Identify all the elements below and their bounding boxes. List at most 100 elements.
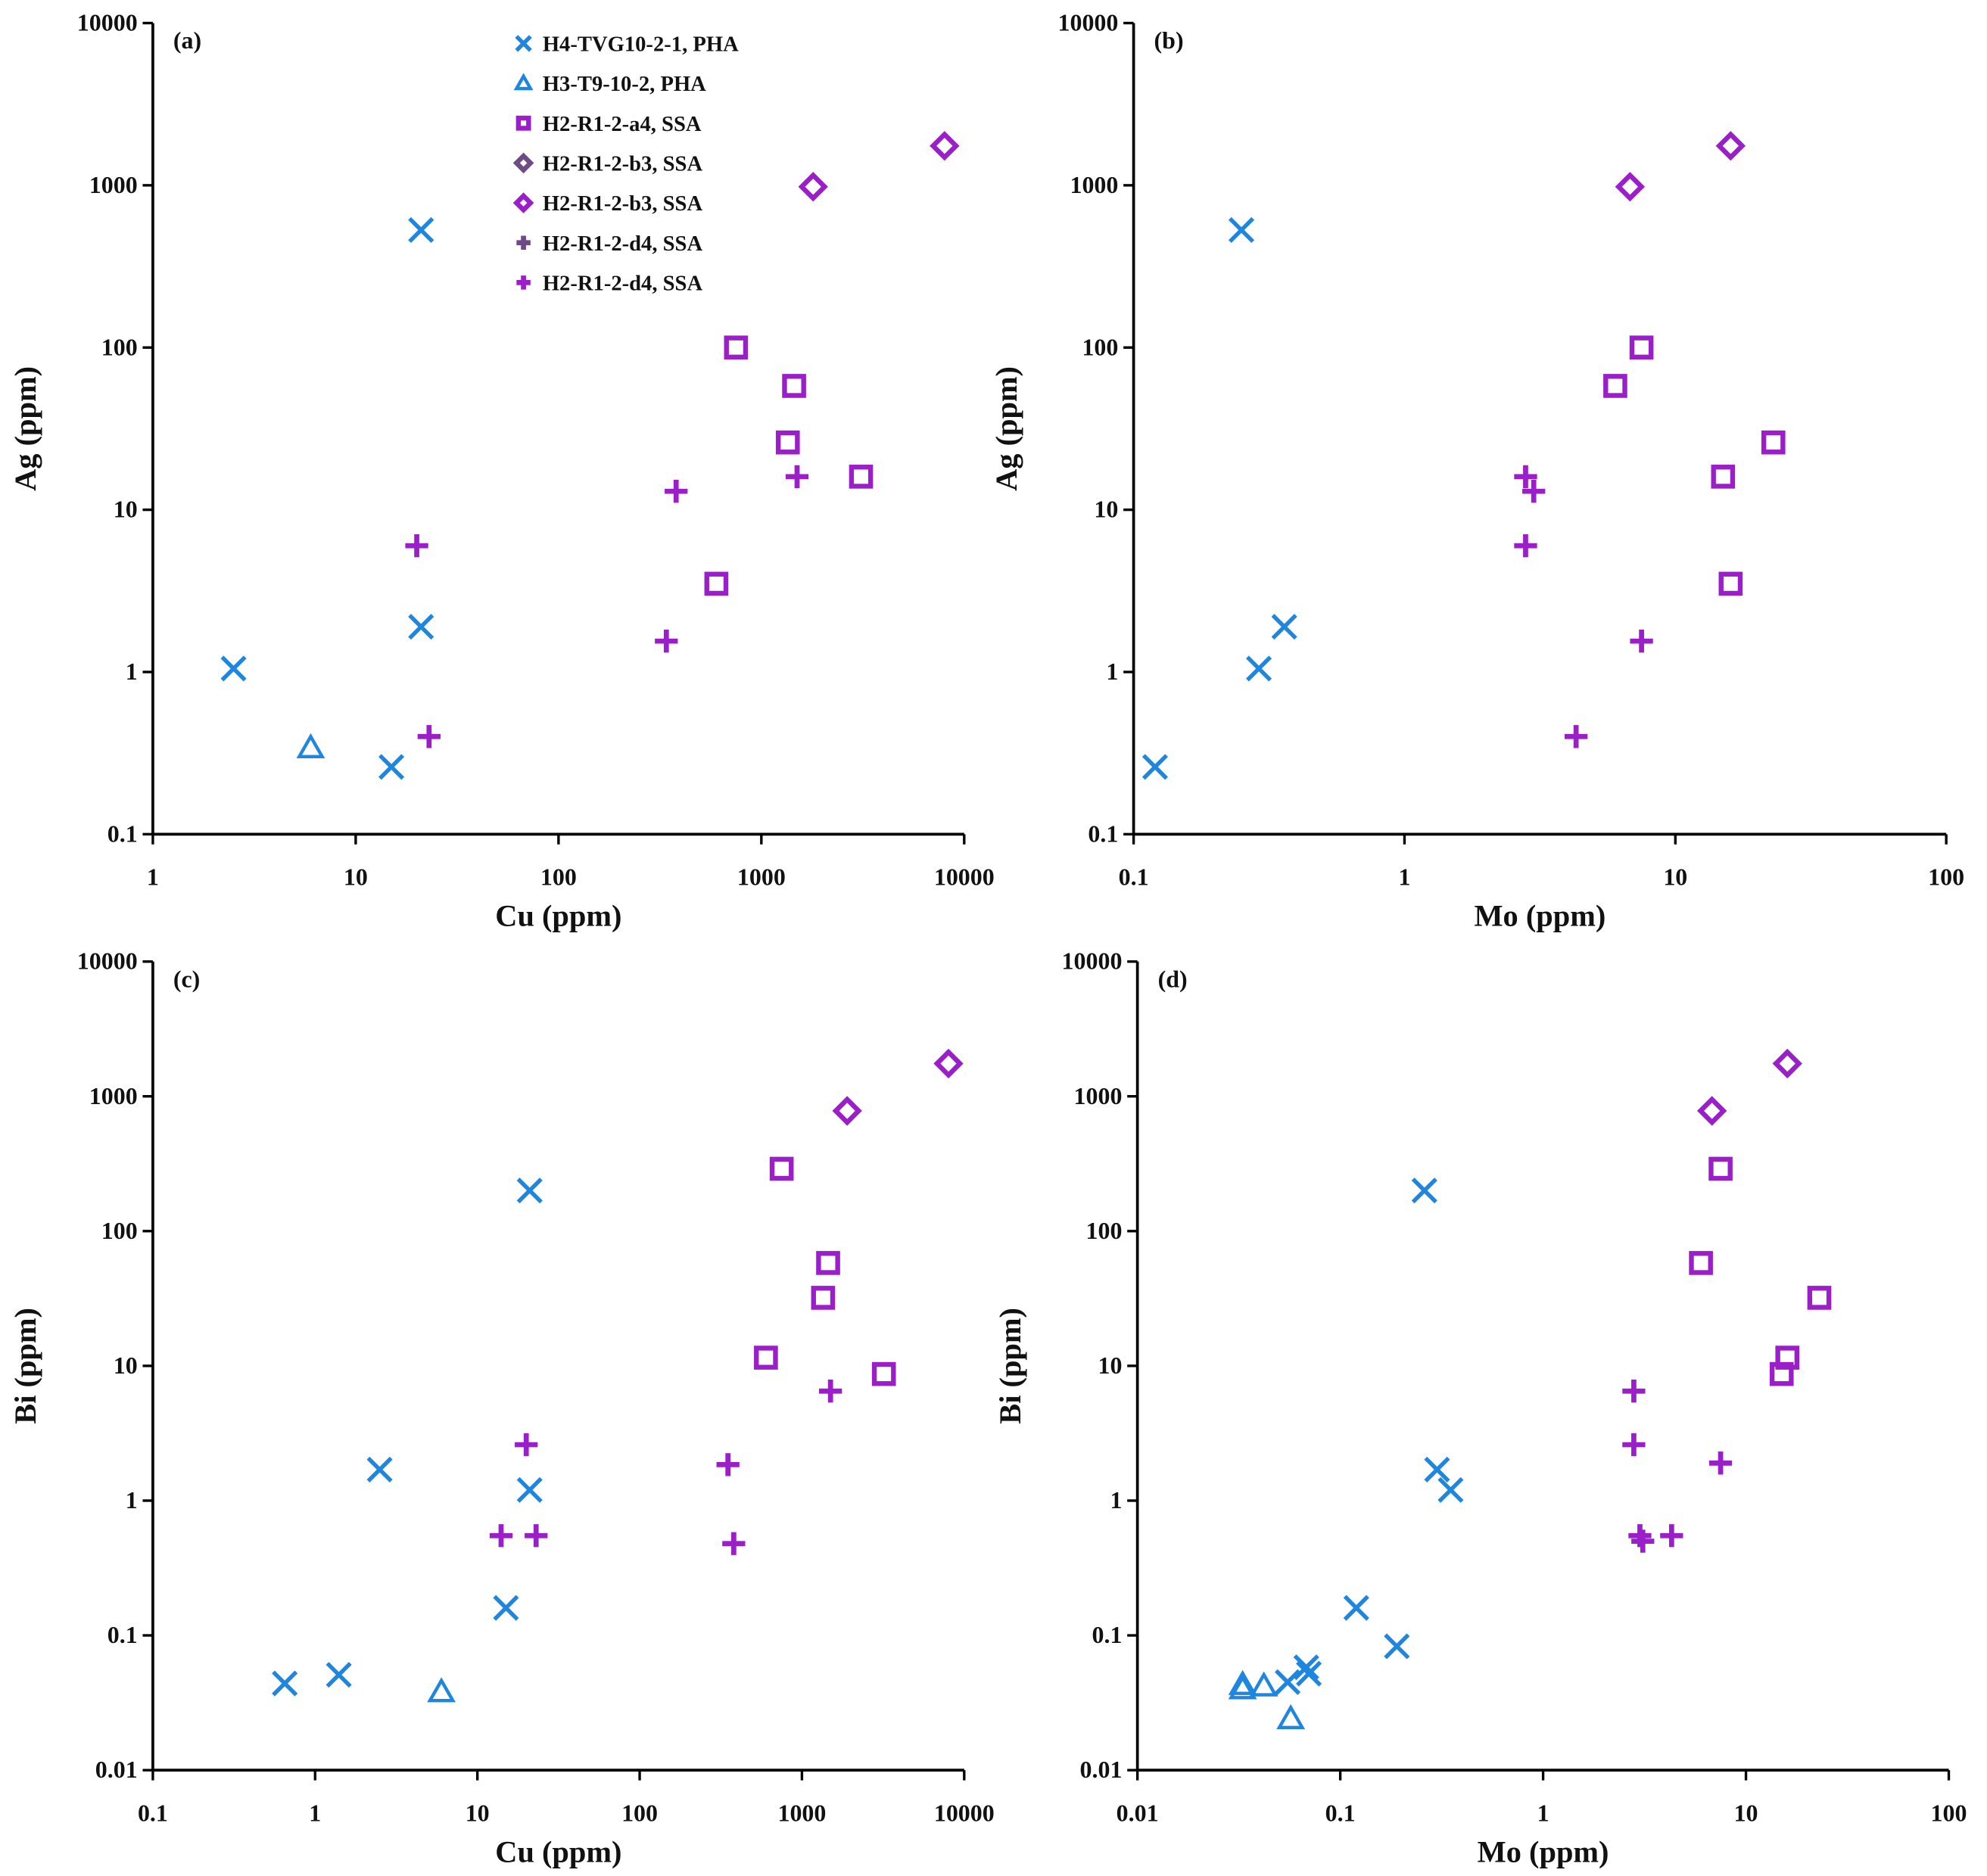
data-point — [1629, 335, 1654, 360]
data-point — [1689, 1251, 1713, 1275]
legend-label: H2-R1-2-d4, SSA — [543, 232, 703, 256]
series-plus — [489, 1380, 842, 1555]
x-tick-label: 0.1 — [1325, 1800, 1356, 1826]
y-axis-title: Bi (ppm) — [993, 1308, 1027, 1424]
legend-item: H2-R1-2-d4, SSA — [516, 232, 702, 256]
y-tick-label: 100 — [101, 334, 138, 360]
data-point — [1769, 1361, 1794, 1386]
series-diamond — [798, 131, 960, 202]
legend-label: H4-TVG10-2-1, PHA — [543, 33, 739, 57]
data-point — [1424, 1456, 1450, 1482]
data-point — [1271, 614, 1297, 640]
x-tick-label: 100 — [540, 864, 577, 891]
x-tick-label: 1 — [147, 864, 159, 891]
data-point — [1411, 1178, 1437, 1204]
legend-item: H2-R1-2-d4, SSA — [516, 272, 702, 296]
data-point — [816, 1251, 840, 1275]
data-point — [1708, 1156, 1733, 1181]
data-point — [722, 1532, 746, 1555]
legend-marker-x-icon — [515, 35, 532, 52]
data-point — [493, 1594, 519, 1621]
data-point — [769, 1156, 794, 1181]
data-point — [489, 1524, 513, 1548]
data-point — [1228, 1674, 1257, 1700]
data-point — [1564, 725, 1588, 748]
y-tick-label: 10000 — [77, 10, 138, 36]
data-point — [724, 335, 749, 360]
legend: H4-TVG10-2-1, PHA H3-T9-10-2, PHA H2-R1-2-… — [512, 33, 739, 296]
data-point — [1697, 1096, 1727, 1126]
data-point — [1514, 534, 1537, 558]
data-point — [1775, 1346, 1800, 1370]
legend-marker-plus-icon — [516, 235, 531, 250]
chart-panel-d: 0.01 0.1 1 10 100 0.01 0.1 1 10 100 1000 10000 Mo (p… — [993, 948, 1967, 1869]
data-point — [1384, 1633, 1410, 1660]
data-point — [296, 733, 325, 758]
data-point — [1615, 172, 1646, 202]
data-point — [1296, 1660, 1322, 1687]
data-point — [1274, 1669, 1301, 1695]
x-tick-label: 1 — [309, 1800, 321, 1826]
x-tick-label: 10 — [466, 1800, 490, 1826]
chart-panel-b: 0.1 1 10 100 0.1 1 10 100 1000 10000 Mo (ppm) Ag (p… — [989, 10, 1964, 933]
y-tick-label: 10 — [1094, 496, 1118, 523]
data-point — [1718, 571, 1743, 596]
x-tick-label: 10000 — [934, 1800, 995, 1826]
series-square — [704, 335, 874, 596]
series-square — [1603, 335, 1786, 596]
y-tick-label: 100 — [1082, 334, 1118, 360]
data-point — [1141, 754, 1168, 780]
series-triangle — [296, 733, 325, 758]
y-tick-label: 10000 — [1062, 948, 1123, 975]
legend-item: H4-TVG10-2-1, PHA — [515, 33, 739, 57]
data-point — [1715, 131, 1746, 161]
y-tick-label: 1 — [126, 658, 138, 685]
data-point — [811, 1286, 836, 1310]
y-tick-label: 1 — [126, 1487, 138, 1514]
series-triangle — [427, 1677, 456, 1703]
series-x — [220, 216, 434, 780]
x-tick-label: 100 — [1928, 864, 1964, 891]
legend-item: H2-R1-2-a4, SSA — [515, 113, 702, 136]
chart-panel-c: 0.1 1 10 100 1000 100000.010.1110100100010000… — [8, 948, 995, 1869]
x-tick-label: 100 — [621, 1800, 658, 1826]
data-point — [516, 1476, 543, 1503]
y-axis-title: Bi (ppm) — [8, 1308, 42, 1424]
data-point — [1772, 1048, 1802, 1079]
data-point — [1761, 430, 1786, 455]
series-diamond — [832, 1048, 964, 1126]
data-point — [930, 131, 960, 161]
y-tick-label: 0.1 — [1092, 1622, 1122, 1648]
x-tick-label: 1 — [1537, 1800, 1549, 1826]
y-tick-label: 1000 — [89, 1083, 138, 1109]
data-point — [1660, 1524, 1683, 1548]
y-tick-label: 1000 — [1070, 172, 1118, 198]
x-tick-label: 10000 — [934, 864, 995, 891]
legend-marker-diamond-icon — [512, 192, 534, 213]
legend-marker-triangle-icon — [513, 73, 534, 91]
data-point — [933, 1048, 964, 1079]
data-point — [220, 655, 247, 682]
data-point — [849, 465, 874, 489]
y-tick-label: 1 — [1110, 1487, 1122, 1514]
y-tick-label: 0.1 — [107, 1622, 138, 1648]
data-point — [378, 754, 405, 780]
data-point — [1276, 1703, 1306, 1729]
legend-marker-diamond-icon — [512, 152, 534, 174]
y-tick-label: 0.1 — [1088, 820, 1118, 847]
data-point — [1631, 1529, 1655, 1553]
data-point — [417, 725, 441, 748]
data-point — [1437, 1476, 1464, 1503]
y-axis-title: Ag (ppm) — [989, 366, 1023, 491]
panel-label: (b) — [1154, 27, 1184, 54]
data-point — [516, 1178, 543, 1204]
data-point — [655, 630, 678, 653]
series-plus — [405, 465, 809, 748]
data-point — [1249, 1671, 1278, 1697]
legend-label: H2-R1-2-a4, SSA — [543, 113, 702, 136]
y-tick-label: 0.01 — [1079, 1756, 1122, 1783]
data-point — [1228, 216, 1255, 244]
data-point — [1293, 1654, 1319, 1681]
series-diamond — [1697, 1048, 1802, 1126]
data-point — [1514, 465, 1537, 488]
